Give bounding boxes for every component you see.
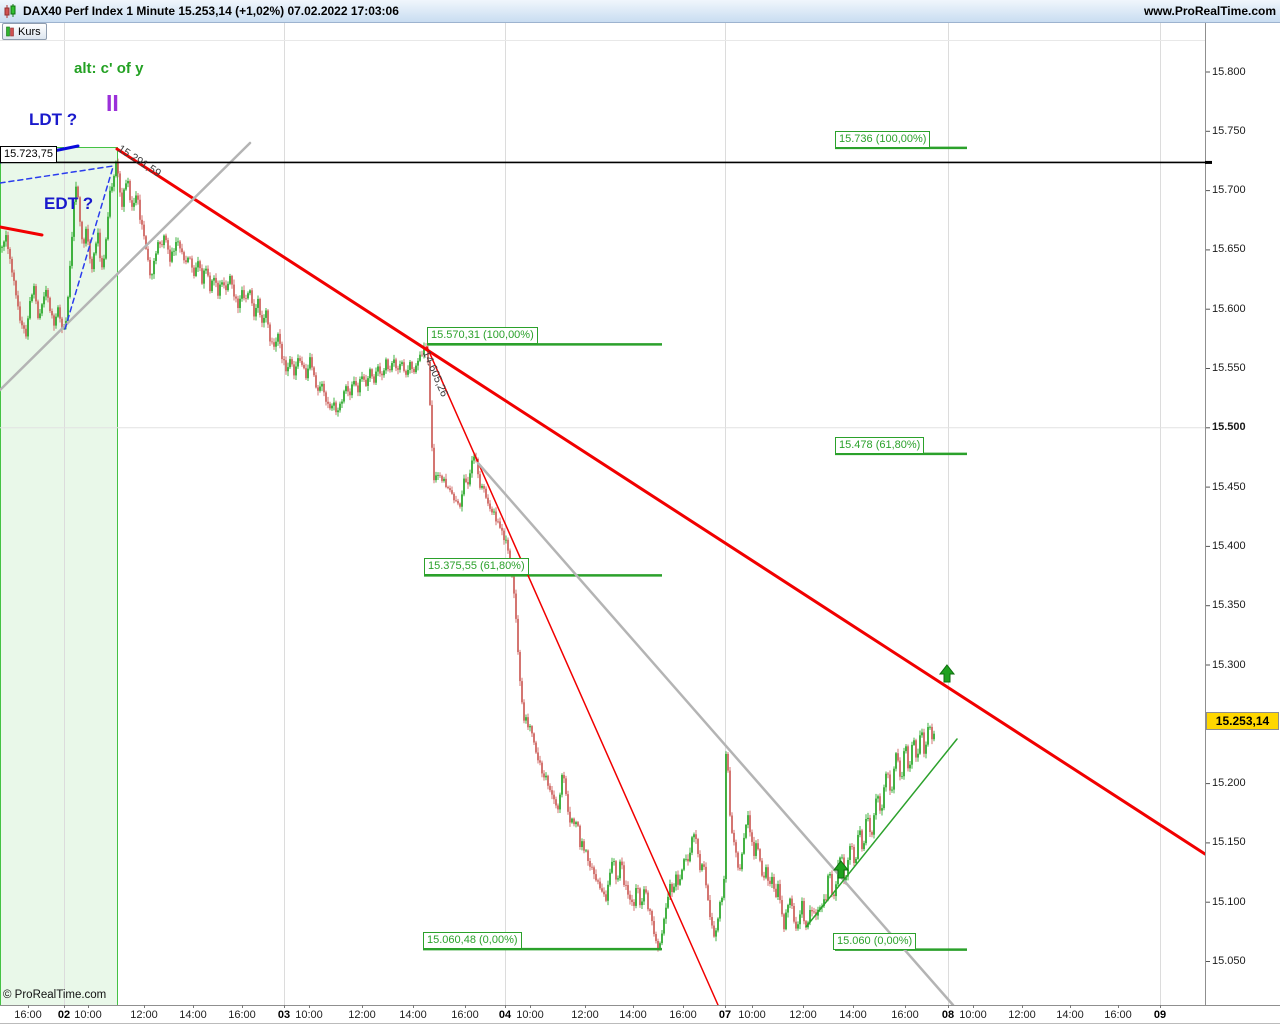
alt-wave-label[interactable]: alt: c' of y — [74, 60, 144, 77]
wave-ii-label[interactable]: II — [106, 90, 119, 116]
provider-copyright: © ProRealTime.com — [3, 989, 107, 1001]
candlestick-series — [1, 158, 935, 952]
fib-level-label[interactable]: 15.375,55 (61,80%) — [424, 558, 529, 576]
fib-level-label[interactable]: 15.570,31 (100,00%) — [427, 327, 538, 345]
kurs-tab[interactable]: Kurs — [2, 23, 47, 40]
gray-uptrend-line[interactable] — [0, 141, 252, 392]
edt-label[interactable]: EDT ? — [44, 194, 94, 213]
price-axis[interactable] — [1205, 22, 1280, 1005]
fib-level-label[interactable]: 15.736 (100,00%) — [835, 130, 931, 148]
price-axis-bg — [1206, 22, 1280, 1005]
title-bar: DAX40 Perf Index 1 Minute 15.253,14 (+1,… — [0, 0, 1280, 23]
edt-upper-dashed-line[interactable] — [0, 165, 114, 184]
chart-title: DAX40 Perf Index 1 Minute 15.253,14 (+1,… — [23, 4, 399, 18]
fib-level-label[interactable]: 15.478 (61,80%) — [835, 436, 925, 454]
fib-level-label[interactable]: 15.060 (0,00%) — [833, 932, 917, 950]
primary-downtrend-line[interactable] — [115, 147, 1207, 856]
left-red-segment[interactable] — [0, 225, 44, 237]
chart-background — [0, 22, 1280, 1024]
buy-arrow-icon[interactable] — [832, 860, 850, 879]
green-support-line[interactable] — [805, 738, 958, 928]
fib-level-label[interactable]: 15.060,48 (0,00%) — [423, 932, 522, 950]
gray-downtrend-line[interactable] — [476, 461, 955, 1007]
edt-lower-dashed-line[interactable] — [64, 166, 114, 330]
buy-arrow-icon[interactable] — [938, 664, 956, 683]
time-axis-bg — [0, 1006, 1280, 1024]
secondary-downtrend-line[interactable] — [426, 346, 719, 1006]
green-zone-border — [0, 147, 118, 1005]
green-zone — [0, 147, 117, 1005]
candlestick-app-icon — [3, 3, 18, 19]
website-watermark: www.ProRealTime.com — [1143, 4, 1276, 18]
ldt-label[interactable]: LDT ? — [29, 110, 78, 129]
time-axis[interactable] — [0, 1005, 1280, 1024]
kurs-candles-icon — [6, 26, 14, 37]
kurs-tab-label: Kurs — [18, 25, 41, 38]
